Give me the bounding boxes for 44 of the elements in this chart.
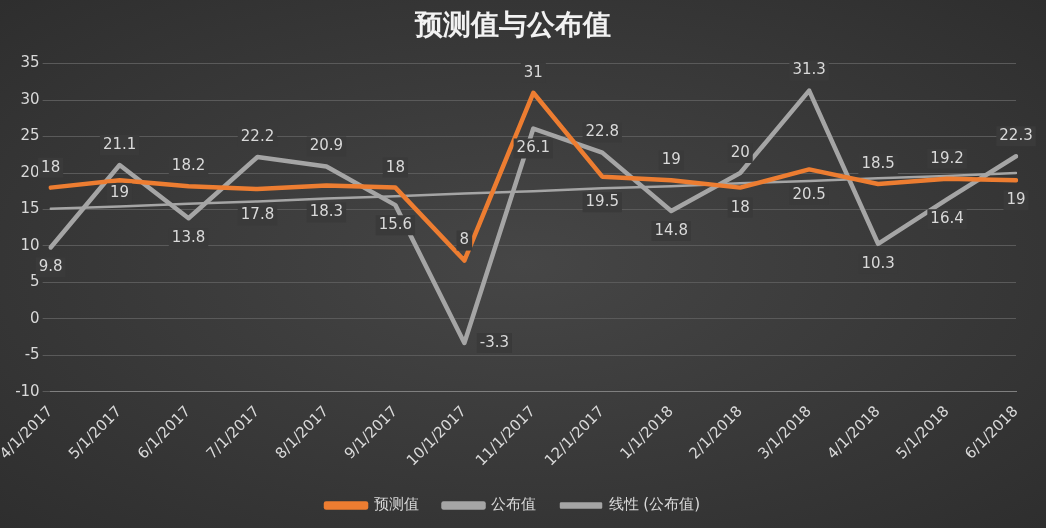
y-tick-label: 0 — [30, 308, 40, 327]
data-label: 20.5 — [792, 184, 826, 203]
data-label: 16.4 — [930, 209, 964, 228]
y-tick-label: 20 — [20, 162, 40, 181]
data-label: -3.3 — [479, 332, 509, 351]
data-label: 18.5 — [861, 153, 895, 172]
y-tick-label: 35 — [20, 53, 40, 72]
data-label: 13.8 — [171, 228, 206, 247]
legend-label: 预测值 — [373, 495, 419, 514]
data-label: 26.1 — [516, 138, 551, 157]
data-label: 22.2 — [240, 126, 275, 145]
y-tick-label: -5 — [24, 345, 40, 364]
data-label: 18 — [41, 157, 61, 176]
y-tick-label: 10 — [20, 235, 40, 254]
chart-title: 预测值与公布值 — [414, 8, 611, 42]
data-label: 19 — [661, 150, 681, 169]
data-label: 15.6 — [378, 215, 413, 234]
data-label: 19 — [1006, 190, 1026, 209]
data-label: 19.5 — [585, 192, 619, 211]
data-label: 20.9 — [309, 136, 344, 155]
data-label: 18.3 — [309, 202, 344, 221]
data-label: 31.3 — [792, 60, 826, 79]
data-label: 31 — [523, 62, 543, 81]
data-label: 18 — [385, 157, 405, 176]
y-tick-label: -10 — [15, 381, 40, 400]
y-tick-label: 30 — [20, 89, 40, 108]
data-label: 8 — [459, 230, 470, 249]
legend-label: 公布值 — [491, 495, 537, 514]
data-label: 22.8 — [585, 122, 619, 141]
data-label: 20 — [730, 142, 750, 161]
data-label: 21.1 — [102, 134, 137, 153]
data-label: 18 — [730, 197, 750, 216]
data-label: 19.2 — [930, 148, 964, 167]
data-label: 14.8 — [654, 220, 688, 239]
y-tick-label: 25 — [20, 126, 40, 145]
data-label: 19 — [110, 183, 130, 202]
data-label: 17.8 — [240, 205, 275, 224]
y-tick-label: 15 — [20, 199, 40, 218]
y-tick-label: 5 — [30, 272, 40, 291]
legend-label: 线性 (公布值) — [608, 495, 700, 514]
data-label: 10.3 — [861, 253, 895, 272]
data-label: 22.3 — [999, 126, 1033, 145]
data-label: 18.2 — [171, 156, 206, 175]
data-label: 9.8 — [38, 257, 63, 276]
